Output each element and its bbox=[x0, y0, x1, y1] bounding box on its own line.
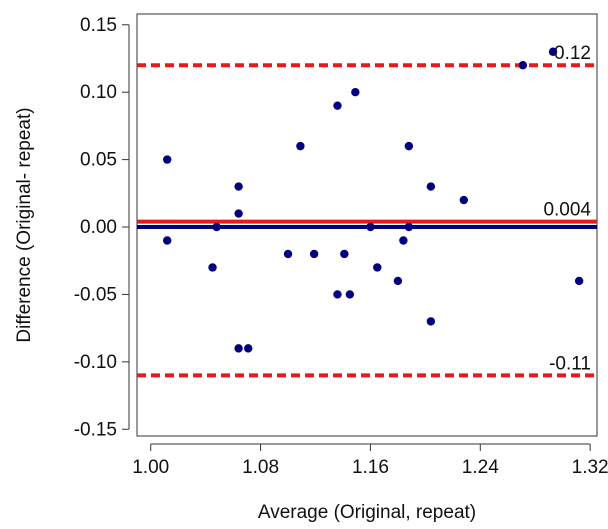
data-point bbox=[574, 276, 584, 286]
data-point bbox=[234, 344, 243, 353]
y-tick-label: -0.05 bbox=[74, 284, 117, 305]
x-tick-label: 1.08 bbox=[242, 457, 279, 478]
lower-limit-label: -0.11 bbox=[549, 353, 591, 374]
plot-frame bbox=[136, 13, 598, 437]
data-point bbox=[333, 101, 342, 110]
y-tick-label: 0.00 bbox=[80, 217, 117, 238]
x-tick-label: 1.24 bbox=[462, 457, 499, 478]
data-point bbox=[212, 222, 221, 232]
y-tick-label: 0.15 bbox=[80, 15, 117, 36]
reference-lines bbox=[137, 63, 597, 378]
axes: -0.15 -0.10 -0.05 0.00 0.05 0.10 0.15 1.00 1.08 1… bbox=[74, 15, 608, 478]
data-point bbox=[340, 249, 349, 259]
upper-limit-label: 0.12 bbox=[554, 43, 591, 64]
y-tick-label: -0.10 bbox=[74, 352, 117, 373]
data-point bbox=[163, 236, 172, 245]
data-points bbox=[163, 47, 584, 353]
data-point bbox=[393, 276, 403, 286]
x-tick-label: 1.16 bbox=[352, 457, 389, 478]
data-point bbox=[296, 141, 305, 151]
data-point bbox=[345, 290, 355, 299]
x-tick-label: 1.32 bbox=[572, 457, 608, 478]
data-point bbox=[399, 236, 408, 245]
data-point bbox=[459, 195, 469, 205]
data-point bbox=[366, 222, 375, 232]
y-tick-label: 0.05 bbox=[80, 150, 117, 171]
data-point bbox=[234, 182, 243, 191]
data-point bbox=[244, 344, 253, 353]
y-tick-label: 0.10 bbox=[80, 82, 117, 103]
data-point bbox=[208, 263, 217, 272]
data-point bbox=[163, 155, 172, 164]
data-point bbox=[426, 182, 436, 191]
data-point bbox=[373, 263, 382, 272]
x-tick-label: 1.00 bbox=[132, 457, 169, 478]
data-point bbox=[283, 249, 293, 259]
plot-area bbox=[136, 13, 598, 437]
data-point bbox=[351, 87, 360, 97]
data-point bbox=[333, 290, 342, 299]
data-point bbox=[404, 141, 414, 151]
data-point bbox=[548, 47, 558, 56]
data-point bbox=[518, 61, 528, 70]
y-tick-label: -0.15 bbox=[74, 419, 117, 440]
data-point bbox=[404, 222, 414, 232]
y-axis-title: Difference (Original- repeat) bbox=[14, 107, 35, 342]
data-point bbox=[426, 317, 436, 326]
x-axis-title: Average (Original, repeat) bbox=[258, 502, 476, 523]
data-point bbox=[309, 249, 319, 259]
data-point bbox=[234, 209, 243, 218]
mean-difference-label: 0.004 bbox=[543, 200, 591, 221]
reference-line-labels: 0.12 0.004 -0.11 bbox=[543, 43, 591, 374]
